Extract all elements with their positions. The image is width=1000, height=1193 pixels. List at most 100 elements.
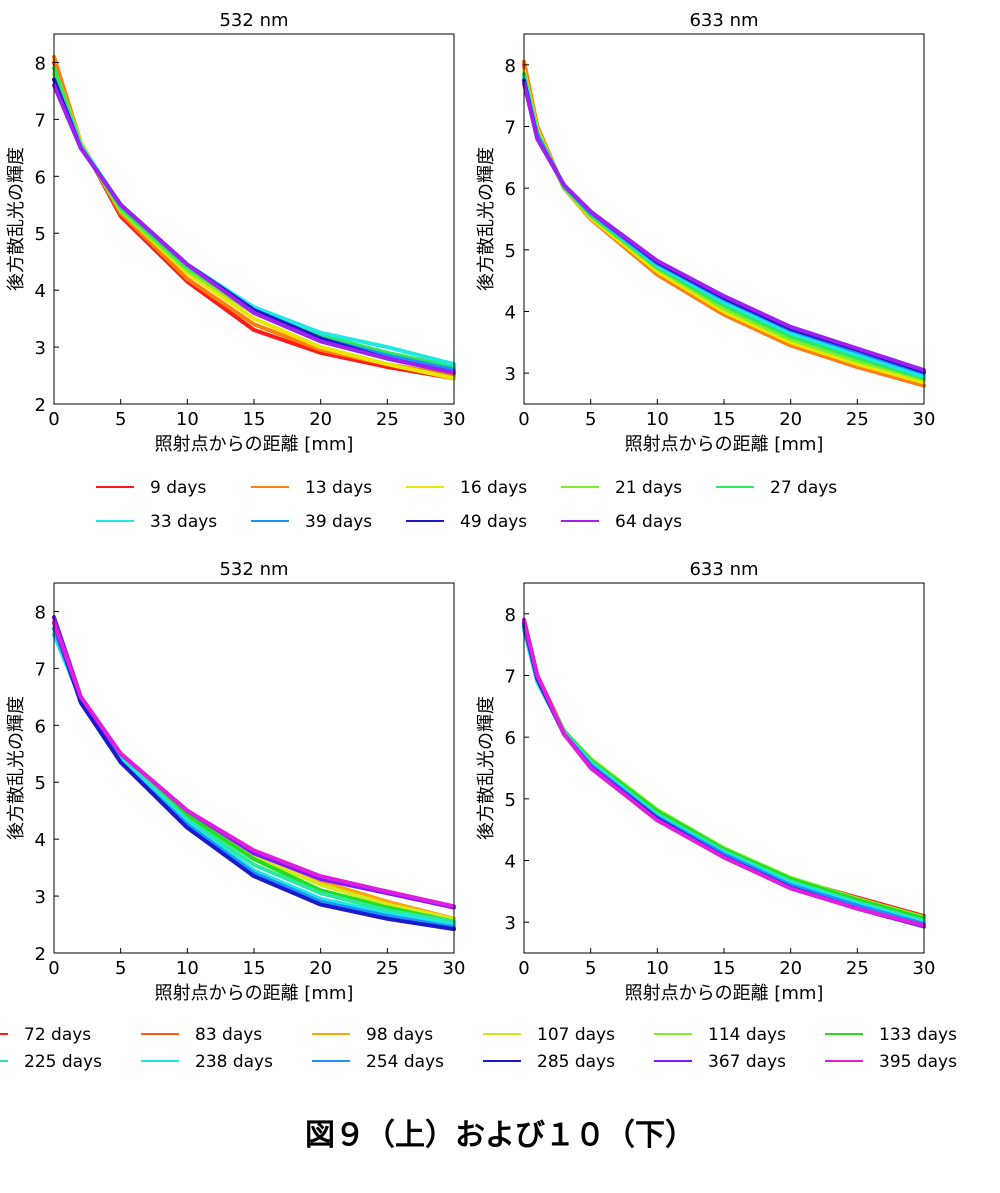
x-tick-label: 5	[585, 958, 596, 979]
series-line	[522, 59, 926, 388]
x-axis-label: 照射点からの距離 [mm]	[155, 983, 354, 1004]
x-tick-label: 30	[913, 409, 936, 430]
y-tick-label: 3	[35, 887, 46, 908]
x-tick-label: 10	[646, 409, 669, 430]
y-tick-label: 5	[505, 241, 516, 262]
series-line	[522, 81, 926, 376]
legend-label: 395 days	[879, 1052, 957, 1072]
series-line	[522, 78, 926, 374]
x-tick-label: 10	[646, 958, 669, 979]
x-tick-label: 15	[243, 958, 266, 979]
legend-label: 83 days	[195, 1025, 262, 1045]
y-axis-label: 後方散乱光の輝度	[476, 147, 497, 291]
series-line	[522, 627, 926, 925]
y-tick-label: 6	[505, 179, 516, 200]
chart-title: 532 nm	[219, 559, 288, 580]
x-tick-label: 15	[713, 958, 736, 979]
legend-label: 33 days	[150, 512, 217, 532]
y-tick-label: 3	[505, 364, 516, 385]
figure-caption: 図９（上）および１０（下）	[305, 1118, 695, 1153]
chart-1: 532 nm 0 5 10 15 20 25 30 2 3 4 5 6 7 8 照射点からの距離 [mm] 後方…	[6, 10, 465, 455]
series-line	[522, 621, 926, 920]
series-line	[522, 72, 926, 381]
y-tick-label: 4	[505, 852, 516, 873]
y-tick-label: 7	[505, 667, 516, 688]
y-tick-label: 3	[35, 338, 46, 359]
series-line	[52, 83, 456, 375]
legend-label: 133 days	[879, 1025, 957, 1045]
y-tick-label: 2	[35, 944, 46, 965]
plot-frame	[53, 582, 455, 954]
legend-label: 16 days	[460, 478, 527, 498]
y-tick-label: 4	[505, 303, 516, 324]
chart-4: 633 nm 0 5 10 15 20 25 30 3 4 5 6 7 8 照射点からの距離 [mm] 後方散…	[476, 559, 935, 1004]
legend-label: 21 days	[615, 478, 682, 498]
y-tick-label: 5	[505, 790, 516, 811]
x-tick-label: 25	[376, 409, 399, 430]
y-tick-label: 6	[35, 167, 46, 188]
legend-label: 254 days	[366, 1052, 444, 1072]
chart-2: 633 nm 0 5 10 15 20 25 30 3 4 5 6 7 8 照射点からの距離 [mm] 後方散…	[476, 10, 935, 455]
series-line	[52, 83, 456, 372]
legend-label: 367 days	[708, 1052, 786, 1072]
y-tick-label: 6	[505, 728, 516, 749]
x-tick-label: 0	[48, 958, 59, 979]
legend-bottom: 72 days 83 days 98 days 107 days 114 days 133…	[0, 1025, 957, 1072]
series-line	[522, 624, 926, 923]
x-tick-label: 5	[115, 958, 126, 979]
legend-label: 285 days	[537, 1052, 615, 1072]
series-line	[522, 618, 926, 929]
series-line	[522, 69, 926, 385]
series-line	[522, 81, 926, 373]
legend-label: 72 days	[24, 1025, 91, 1045]
series-line	[522, 62, 926, 388]
y-tick-label: 5	[35, 224, 46, 245]
y-tick-label: 2	[35, 395, 46, 416]
x-tick-label: 20	[309, 409, 332, 430]
series-line	[52, 77, 456, 367]
legend-label: 107 days	[537, 1025, 615, 1045]
legend-label: 98 days	[366, 1025, 433, 1045]
x-tick-label: 0	[518, 409, 529, 430]
y-axis-label: 後方散乱光の輝度	[6, 696, 27, 840]
plot-frame	[523, 33, 925, 405]
y-axis-label: 後方散乱光の輝度	[6, 147, 27, 291]
x-tick-label: 0	[48, 409, 59, 430]
x-axis-label: 照射点からの距離 [mm]	[625, 983, 824, 1004]
chart-title: 633 nm	[689, 10, 758, 31]
series-line	[522, 624, 926, 920]
series-line	[522, 627, 926, 920]
y-tick-label: 7	[505, 118, 516, 139]
series-line	[522, 624, 926, 926]
series-line	[52, 620, 456, 909]
series-line	[522, 624, 926, 921]
series-line	[52, 632, 456, 924]
series-line	[522, 621, 926, 929]
x-tick-label: 25	[846, 958, 869, 979]
series-line	[522, 75, 926, 379]
series-line	[52, 626, 456, 930]
y-axis-label: 後方散乱光の輝度	[476, 696, 497, 840]
legend-label: 114 days	[708, 1025, 786, 1045]
chart-title: 532 nm	[219, 10, 288, 31]
y-tick-label: 7	[35, 659, 46, 680]
y-tick-label: 6	[35, 716, 46, 737]
legend-label: 64 days	[615, 512, 682, 532]
x-axis-label: 照射点からの距離 [mm]	[155, 434, 354, 455]
x-tick-label: 20	[779, 409, 802, 430]
y-tick-label: 5	[35, 773, 46, 794]
legend-label: 225 days	[24, 1052, 102, 1072]
x-tick-label: 10	[176, 958, 199, 979]
series-line	[522, 75, 926, 382]
y-tick-label: 8	[35, 602, 46, 623]
y-tick-label: 7	[35, 110, 46, 131]
y-tick-label: 8	[505, 56, 516, 77]
x-tick-label: 0	[518, 958, 529, 979]
y-tick-label: 3	[505, 913, 516, 934]
x-tick-label: 30	[443, 958, 466, 979]
legend-label: 9 days	[150, 478, 206, 498]
series-line	[52, 60, 456, 381]
legend-label: 49 days	[460, 512, 527, 532]
legend-label: 13 days	[305, 478, 372, 498]
